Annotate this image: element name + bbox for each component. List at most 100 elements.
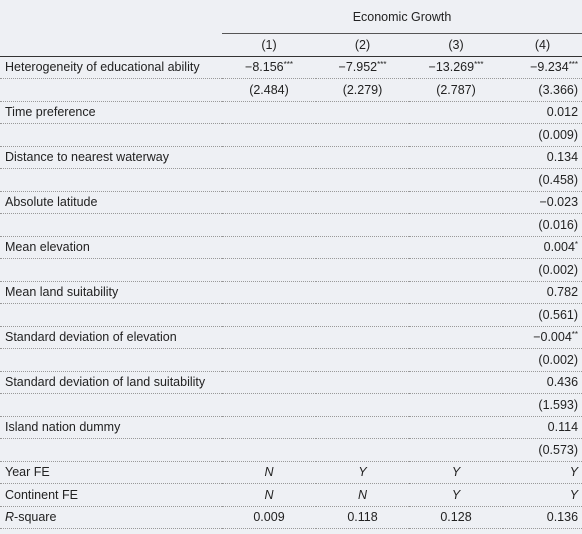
cell: −8.156*** bbox=[222, 56, 316, 79]
cell: 0.012 bbox=[503, 101, 582, 124]
table-row: Heterogeneity of educational ability −8.1… bbox=[0, 56, 582, 79]
cell bbox=[222, 416, 316, 439]
cell: (1.593) bbox=[503, 393, 582, 417]
cell bbox=[316, 348, 409, 372]
column-header: (4) bbox=[503, 33, 582, 57]
table-row: (0.002) bbox=[0, 258, 582, 282]
row-label: Island nation dummy bbox=[0, 416, 222, 439]
cell bbox=[222, 236, 316, 259]
cell bbox=[316, 371, 409, 394]
cell bbox=[409, 371, 503, 394]
cell bbox=[316, 213, 409, 237]
cell bbox=[409, 303, 503, 327]
row-label bbox=[0, 78, 222, 102]
row-label: Standard deviation of elevation bbox=[0, 326, 222, 349]
cell: Y bbox=[409, 483, 503, 507]
cell-value: (0.573) bbox=[538, 442, 579, 457]
row-label-text: Distance to nearest waterway bbox=[5, 150, 169, 165]
table-row: Island nation dummy 0.114 bbox=[0, 416, 582, 439]
cell bbox=[316, 303, 409, 327]
table-row: Standard deviation of elevation −0.004** bbox=[0, 326, 582, 349]
cell-value: −9.234 bbox=[530, 60, 569, 75]
spanner: Economic Growth bbox=[222, 0, 582, 34]
cell bbox=[222, 258, 316, 282]
cell bbox=[222, 146, 316, 169]
cell-value: −0.023 bbox=[539, 195, 579, 210]
table-row: (2.484) (2.279) (2.787) (3.366) bbox=[0, 78, 582, 102]
cell: N bbox=[222, 461, 316, 484]
significance-stars: *** bbox=[474, 60, 484, 70]
cell bbox=[222, 438, 316, 462]
cell: (2.279) bbox=[316, 78, 409, 102]
cell: 0.004* bbox=[503, 236, 582, 259]
cell bbox=[222, 123, 316, 147]
cell: Y bbox=[316, 461, 409, 484]
cell-value: 0.128 bbox=[440, 510, 472, 525]
cell-value: (0.002) bbox=[538, 262, 579, 277]
cell-value: 3476 bbox=[255, 533, 283, 534]
table-row: Observations 3476 3476 3476 3356 bbox=[0, 528, 582, 534]
row-label bbox=[0, 348, 222, 372]
cell-value: (2.484) bbox=[249, 82, 289, 97]
cell-value: N bbox=[357, 487, 368, 502]
cell-value: 0.436 bbox=[546, 375, 579, 390]
cell bbox=[222, 326, 316, 349]
row-label bbox=[0, 168, 222, 192]
cell bbox=[222, 371, 316, 394]
cell-value: (0.016) bbox=[538, 217, 579, 232]
cell bbox=[409, 326, 503, 349]
cell bbox=[222, 213, 316, 237]
cell bbox=[409, 236, 503, 259]
row-label bbox=[0, 123, 222, 147]
row-label-text: Mean elevation bbox=[5, 240, 90, 255]
cell-value: (0.561) bbox=[538, 307, 579, 322]
table-row: Continent FE N N Y Y bbox=[0, 483, 582, 507]
row-label: Absolute latitude bbox=[0, 191, 222, 214]
row-label: Year FE bbox=[0, 461, 222, 484]
cell bbox=[409, 101, 503, 124]
column-header: (2) bbox=[316, 33, 409, 57]
row-label bbox=[0, 258, 222, 282]
cell bbox=[409, 213, 503, 237]
table-row: Absolute latitude −0.023 bbox=[0, 191, 582, 214]
cell bbox=[409, 191, 503, 214]
cell-value: 0.136 bbox=[546, 510, 579, 525]
cell bbox=[316, 438, 409, 462]
cell bbox=[409, 146, 503, 169]
cell bbox=[409, 348, 503, 372]
row-label-text: Time preference bbox=[5, 105, 96, 120]
cell bbox=[222, 393, 316, 417]
row-label: Heterogeneity of educational ability bbox=[0, 56, 222, 79]
cell: (0.458) bbox=[503, 168, 582, 192]
cell: −7.952*** bbox=[316, 56, 409, 79]
cell-value: 0.114 bbox=[547, 420, 579, 435]
cell: Y bbox=[409, 461, 503, 484]
significance-stars: *** bbox=[283, 60, 293, 70]
cell: 3476 bbox=[409, 528, 503, 534]
cell-value: 0.782 bbox=[546, 285, 579, 300]
cell: (0.009) bbox=[503, 123, 582, 147]
significance-stars: *** bbox=[568, 60, 579, 70]
cell bbox=[316, 393, 409, 417]
cell: (0.573) bbox=[503, 438, 582, 462]
cell-value: −8.156 bbox=[245, 60, 284, 75]
table-row: Standard deviation of land suitability 0.… bbox=[0, 371, 582, 394]
cell-value: (3.366) bbox=[538, 82, 579, 97]
row-label-text: Standard deviation of elevation bbox=[5, 330, 177, 345]
table-row: Distance to nearest waterway 0.134 bbox=[0, 146, 582, 169]
table-row: Time preference 0.012 bbox=[0, 101, 582, 124]
cell-value: 0.009 bbox=[253, 510, 285, 525]
row-label: Standard deviation of land suitability bbox=[0, 371, 222, 394]
cell bbox=[316, 101, 409, 124]
table-row: (0.002) bbox=[0, 348, 582, 372]
row-label: Observations bbox=[0, 528, 222, 534]
cell-value: (0.458) bbox=[538, 172, 579, 187]
row-label-text: Observations bbox=[5, 533, 79, 534]
cell: (3.366) bbox=[503, 78, 582, 102]
cell: (2.484) bbox=[222, 78, 316, 102]
cell-value: Y bbox=[451, 465, 461, 480]
cell: −13.269*** bbox=[409, 56, 503, 79]
cell: 3476 bbox=[316, 528, 409, 534]
row-label-part: R bbox=[5, 510, 15, 525]
cell: (0.002) bbox=[503, 258, 582, 282]
